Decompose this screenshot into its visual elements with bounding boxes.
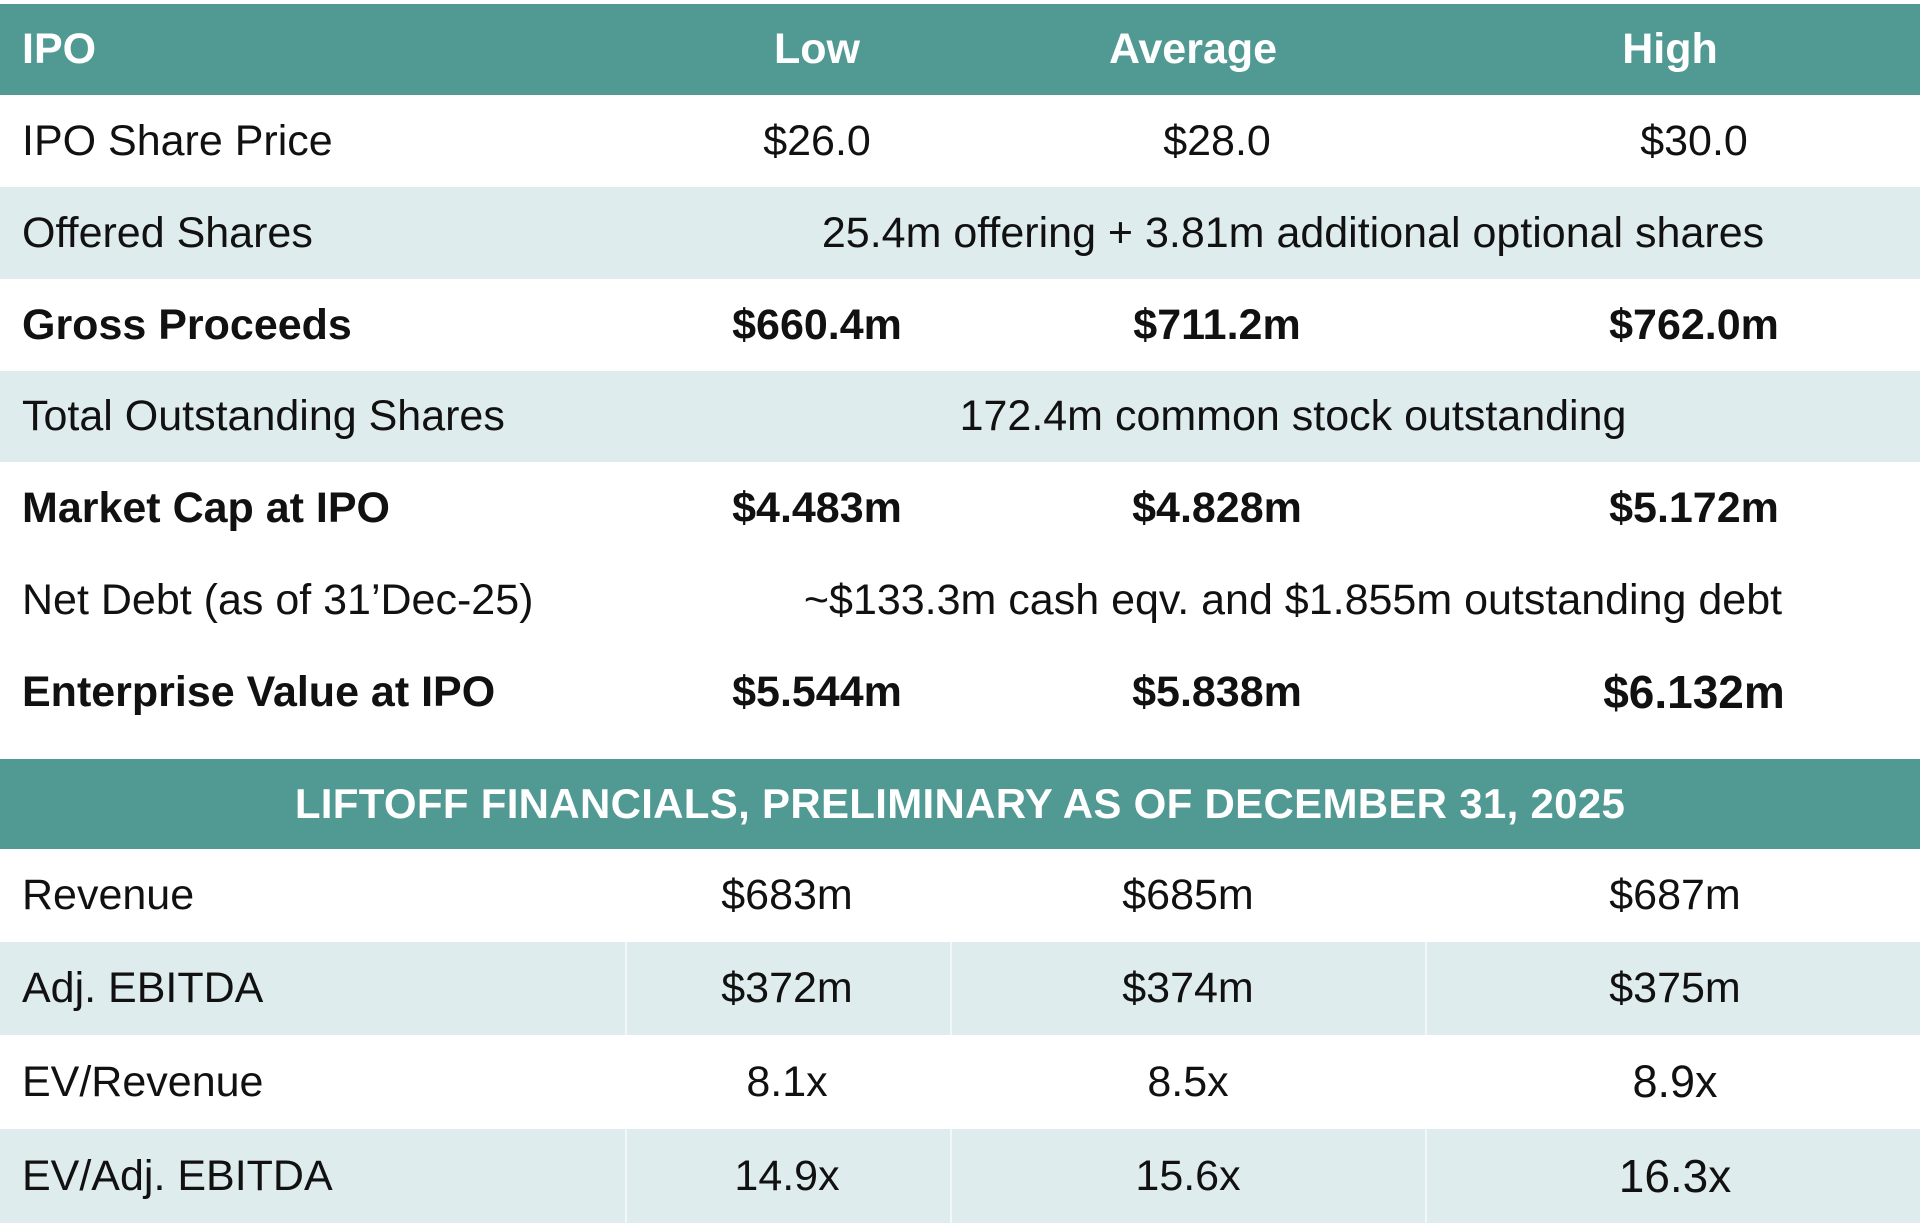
value-average: $374m — [1122, 964, 1254, 1012]
value-span: 172.4m common stock outstanding — [959, 392, 1627, 440]
header-low: Low — [774, 25, 860, 73]
row-label: Total Outstanding Shares — [22, 392, 505, 440]
value-high: 8.9x — [1632, 1056, 1718, 1107]
table-row: EV/Adj. EBITDA 14.9x 15.6x 16.3x — [0, 1129, 1920, 1223]
value-high: $6.132m — [1603, 666, 1785, 718]
table-row: EV/Revenue 8.1x 8.5x 8.9x — [0, 1035, 1920, 1129]
row-label: Market Cap at IPO — [22, 483, 390, 532]
value-low: 8.1x — [746, 1057, 828, 1106]
column-divider — [950, 850, 952, 1223]
value-high: $5.172m — [1609, 483, 1779, 532]
ipo-header-row: IPO Low Average High — [0, 4, 1920, 95]
value-high: $687m — [1609, 871, 1741, 919]
ipo-header-label: IPO — [22, 25, 97, 73]
value-low: $5.544m — [732, 667, 902, 716]
value-average: 15.6x — [1135, 1151, 1241, 1200]
value-low: $683m — [721, 871, 853, 919]
table-row: Adj. EBITDA $372m $374m $375m — [0, 942, 1920, 1035]
header-average: Average — [1108, 25, 1278, 73]
financials-header-row: LIFTOFF FINANCIALS, PRELIMINARY AS OF DE… — [0, 759, 1920, 849]
value-average: $28.0 — [1163, 116, 1271, 165]
table-row: Offered Shares 25.4m offering + 3.81m ad… — [0, 187, 1920, 279]
column-divider — [625, 850, 627, 1223]
value-high: 16.3x — [1618, 1150, 1732, 1202]
row-label: Gross Proceeds — [22, 300, 352, 349]
value-low: $372m — [721, 964, 853, 1012]
column-divider — [1425, 850, 1427, 1223]
row-label: Adj. EBITDA — [22, 964, 264, 1012]
table-row: Total Outstanding Shares 172.4m common s… — [0, 371, 1920, 462]
value-low: $26.0 — [763, 116, 871, 165]
value-span: 25.4m offering + 3.81m additional option… — [821, 208, 1765, 257]
table-row: Enterprise Value at IPO $5.544m $5.838m … — [0, 646, 1920, 738]
row-label: EV/Revenue — [22, 1057, 264, 1106]
value-low: $660.4m — [732, 300, 902, 349]
table-row: Net Debt (as of 31’Dec-25) ~$133.3m cash… — [0, 554, 1920, 646]
table-row: Gross Proceeds $660.4m $711.2m $762.0m — [0, 279, 1920, 371]
header-high: High — [1622, 25, 1718, 73]
value-high: $375m — [1609, 964, 1741, 1012]
value-average: $4.828m — [1132, 483, 1302, 532]
value-average: $711.2m — [1133, 300, 1301, 349]
financials-title: LIFTOFF FINANCIALS, PRELIMINARY AS OF DE… — [294, 780, 1626, 827]
row-label: Offered Shares — [22, 208, 313, 257]
table-row: Revenue $683m $685m $687m — [0, 849, 1920, 942]
value-span: ~$133.3m cash eqv. and $1.855m outstandi… — [803, 575, 1783, 624]
row-label: Enterprise Value at IPO — [22, 667, 496, 716]
row-label: IPO Share Price — [22, 116, 333, 165]
value-average: $5.838m — [1132, 667, 1302, 716]
table-row: Market Cap at IPO $4.483m $4.828m $5.172… — [0, 462, 1920, 554]
table-row: IPO Share Price $26.0 $28.0 $30.0 — [0, 95, 1920, 187]
value-average: 8.5x — [1147, 1057, 1229, 1106]
value-high: $762.0m — [1609, 300, 1779, 349]
row-label: Net Debt (as of 31’Dec-25) — [22, 575, 534, 624]
value-low: 14.9x — [734, 1151, 840, 1200]
row-label: Revenue — [22, 871, 195, 919]
row-label: EV/Adj. EBITDA — [22, 1151, 333, 1200]
value-high: $30.0 — [1640, 116, 1748, 165]
value-average: $685m — [1122, 871, 1254, 919]
value-low: $4.483m — [732, 483, 902, 532]
